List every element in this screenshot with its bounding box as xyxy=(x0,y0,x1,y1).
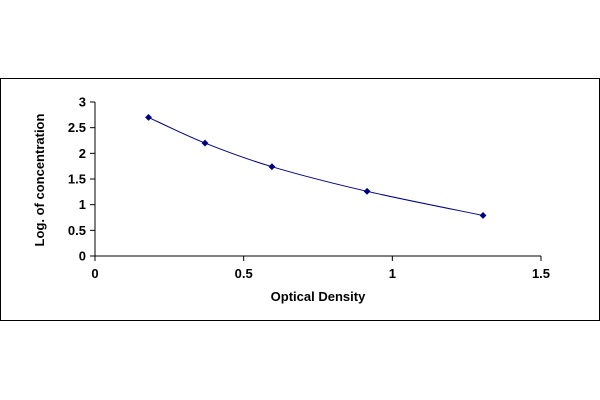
y-tick-label: 1 xyxy=(79,197,86,212)
y-tick-label: 2 xyxy=(79,146,86,161)
y-tick-label: 3 xyxy=(79,95,86,110)
data-point xyxy=(144,113,153,121)
chart-frame xyxy=(0,78,600,321)
data-point xyxy=(479,211,487,220)
data-point xyxy=(363,187,371,195)
data-point xyxy=(268,163,276,171)
y-axis: 0 0.5 1 1.5 2 2.5 3 xyxy=(68,95,96,264)
data-point xyxy=(201,139,209,147)
y-tick-label: 0.5 xyxy=(68,223,86,238)
x-axis: 0 0.5 1 1.5 xyxy=(91,255,550,281)
y-tick-label: 1.5 xyxy=(68,172,86,187)
y-tick-label: 0 xyxy=(79,249,86,264)
x-tick-label: 0 xyxy=(91,266,98,281)
x-tick-label: 1.5 xyxy=(532,266,550,281)
y-tick-label: 2.5 xyxy=(68,120,86,135)
x-axis-title: Optical Density xyxy=(271,289,366,304)
series-layer xyxy=(144,113,487,220)
y-axis-title: Log. of concentration xyxy=(32,114,47,247)
x-tick-label: 0.5 xyxy=(235,266,253,281)
series-trend-line xyxy=(148,116,484,216)
x-tick-label: 1 xyxy=(389,266,396,281)
